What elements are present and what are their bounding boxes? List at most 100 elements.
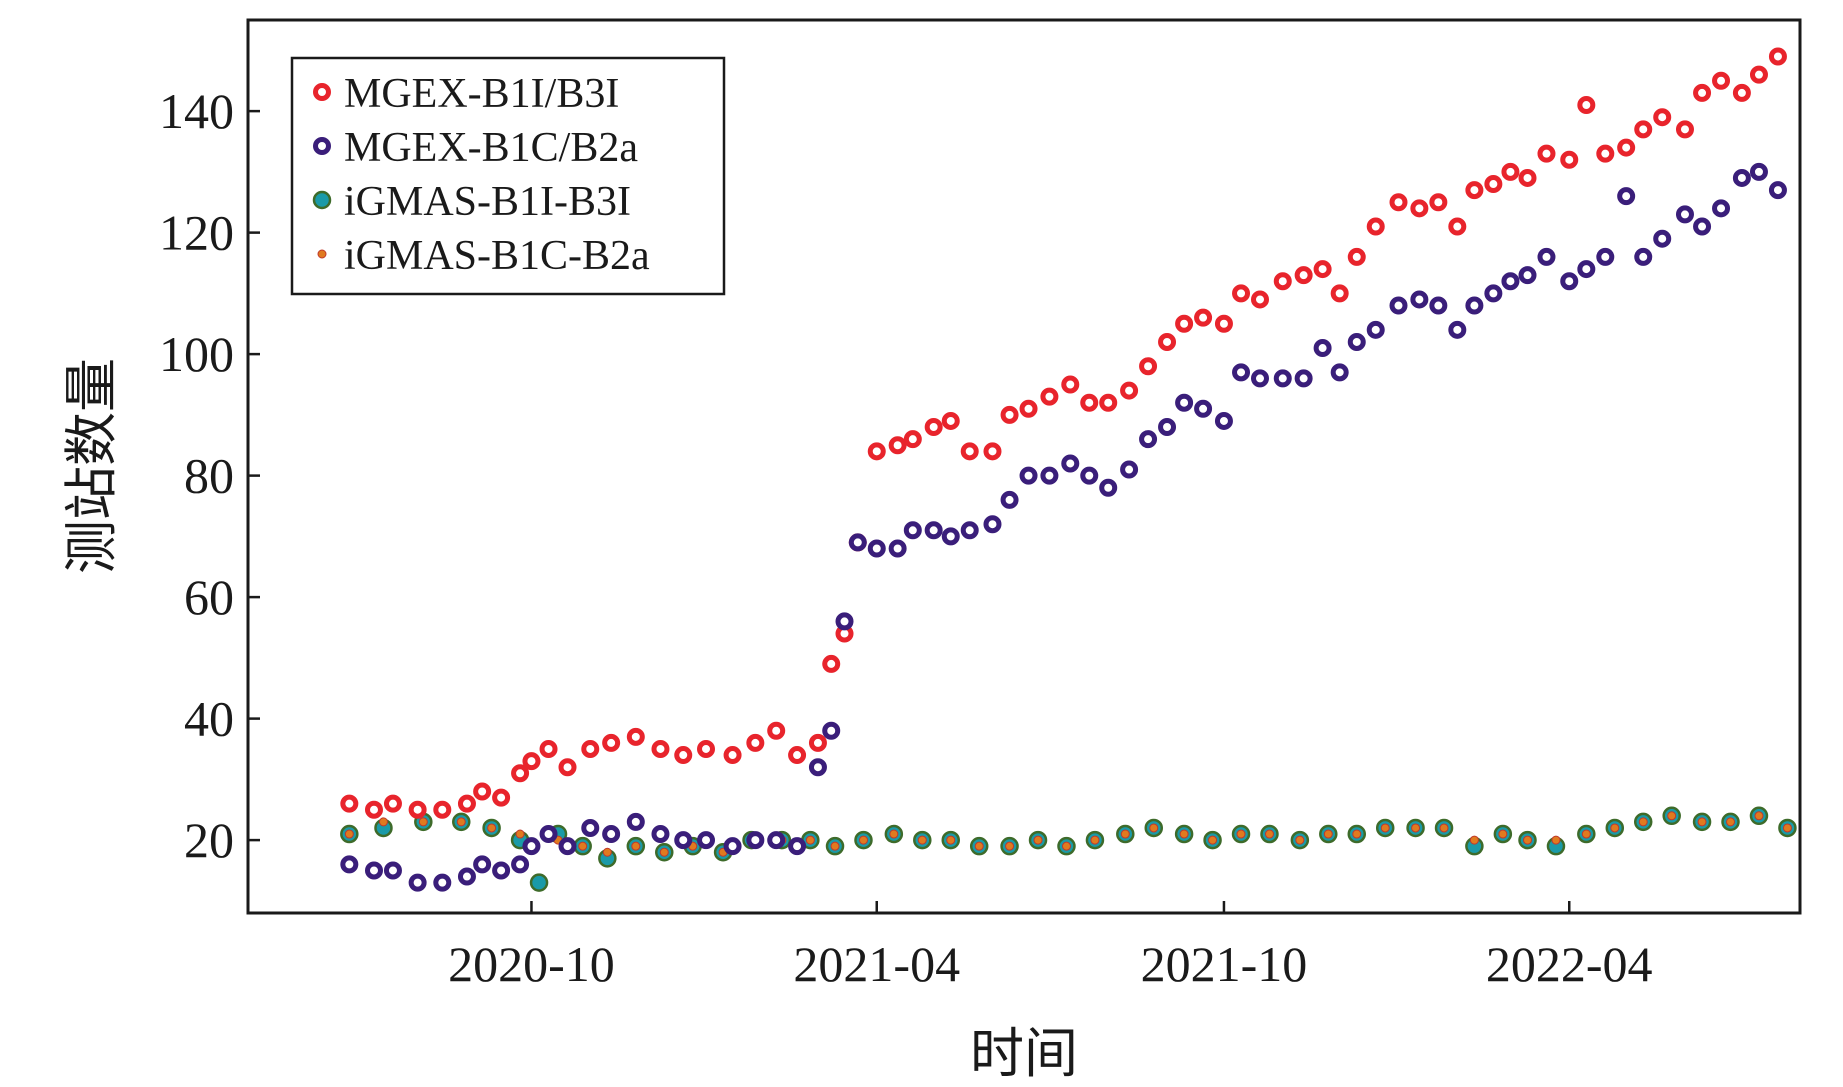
data-point (946, 835, 956, 845)
data-point (924, 418, 943, 437)
data-point (1523, 835, 1533, 845)
data-point (539, 739, 558, 758)
data-point (473, 855, 492, 874)
data-point (1675, 205, 1694, 224)
data-point (960, 521, 979, 540)
data-point (746, 733, 765, 752)
data-point (1465, 296, 1484, 315)
data-point (858, 835, 868, 845)
data-point (1139, 357, 1158, 376)
data-point (808, 758, 827, 777)
data-point (364, 800, 383, 819)
legend-label: iGMAS-B1C-B2a (344, 233, 650, 279)
data-point (1139, 430, 1158, 449)
data-point (1000, 490, 1019, 509)
data-point (1577, 96, 1596, 115)
data-point (1175, 314, 1194, 333)
data-point (1005, 841, 1015, 851)
data-point (1347, 332, 1366, 351)
data-point (1273, 272, 1292, 291)
data-point (515, 829, 525, 839)
data-point (1726, 817, 1736, 827)
data-point (473, 782, 492, 801)
data-point (1366, 320, 1385, 339)
data-point (1675, 120, 1694, 139)
data-point (1693, 83, 1712, 102)
data-point (1484, 284, 1503, 303)
data-point (1120, 381, 1139, 400)
data-point (1638, 817, 1648, 827)
data-point (767, 831, 786, 850)
data-point (1537, 247, 1556, 266)
data-point (1439, 823, 1449, 833)
data-point (1712, 71, 1731, 90)
data-point (1000, 405, 1019, 424)
data-point (1251, 369, 1269, 388)
data-point (1389, 193, 1408, 212)
data-point (848, 533, 867, 552)
data-point (1232, 284, 1251, 303)
data-point (1498, 829, 1508, 839)
legend-items: MGEX-B1I/B3I MGEX-B1C/B2a iGMAS-B1I-B3I iGM… (312, 71, 650, 279)
data-point (1120, 829, 1130, 839)
data-point (941, 411, 960, 430)
data-point (867, 442, 886, 461)
data-point (1099, 393, 1118, 412)
data-point (457, 794, 476, 813)
data-point (1090, 835, 1100, 845)
data-point (1560, 150, 1579, 169)
data-point (1429, 296, 1448, 315)
data-point (1617, 187, 1636, 206)
legend-label: iGMAS-B1I-B3I (344, 179, 631, 225)
x-tick-label: 2022-04 (1486, 936, 1653, 992)
data-point (558, 837, 577, 856)
data-point (1158, 418, 1177, 437)
data-point (767, 721, 786, 740)
data-point (1194, 399, 1213, 418)
data-point (1596, 144, 1615, 163)
data-point (1347, 247, 1366, 266)
y-tick-label: 80 (184, 448, 234, 504)
data-point (1294, 266, 1313, 285)
data-point (1484, 175, 1503, 194)
data-point (1080, 466, 1099, 485)
data-point (1653, 108, 1672, 127)
data-point (578, 841, 588, 851)
data-point (340, 794, 359, 813)
data-point (822, 654, 841, 673)
data-point (1749, 65, 1768, 84)
legend: MGEX-B1I/B3I MGEX-B1C/B2a iGMAS-B1I-B3I iGM… (290, 56, 726, 296)
legend-marker (317, 249, 327, 259)
data-point (1214, 314, 1233, 333)
data-point (457, 867, 476, 886)
data-point (408, 800, 427, 819)
data-point (674, 831, 693, 850)
data-point (340, 855, 359, 874)
data-point (511, 764, 530, 783)
data-point (1236, 829, 1246, 839)
data-point (1749, 162, 1768, 181)
series-mgex-b1c-b2a (340, 162, 1787, 892)
data-point (626, 727, 645, 746)
data-point (418, 817, 428, 827)
data-point (487, 823, 497, 833)
data-point (1380, 823, 1390, 833)
data-point (651, 739, 670, 758)
data-point (383, 861, 402, 880)
x-tick-label: 2021-04 (793, 936, 960, 992)
data-point (822, 721, 841, 740)
data-point (1019, 399, 1038, 418)
data-point (983, 442, 1002, 461)
data-point (1410, 290, 1429, 309)
data-point (1537, 144, 1556, 163)
data-point (1214, 411, 1233, 430)
data-point (788, 746, 807, 765)
data-point (522, 837, 541, 856)
data-point (1732, 168, 1751, 187)
data-point (1501, 162, 1520, 181)
series-layer (340, 47, 1797, 892)
data-point (522, 752, 541, 771)
data-point (1518, 266, 1537, 285)
data-point (659, 847, 669, 857)
data-point (581, 739, 600, 758)
